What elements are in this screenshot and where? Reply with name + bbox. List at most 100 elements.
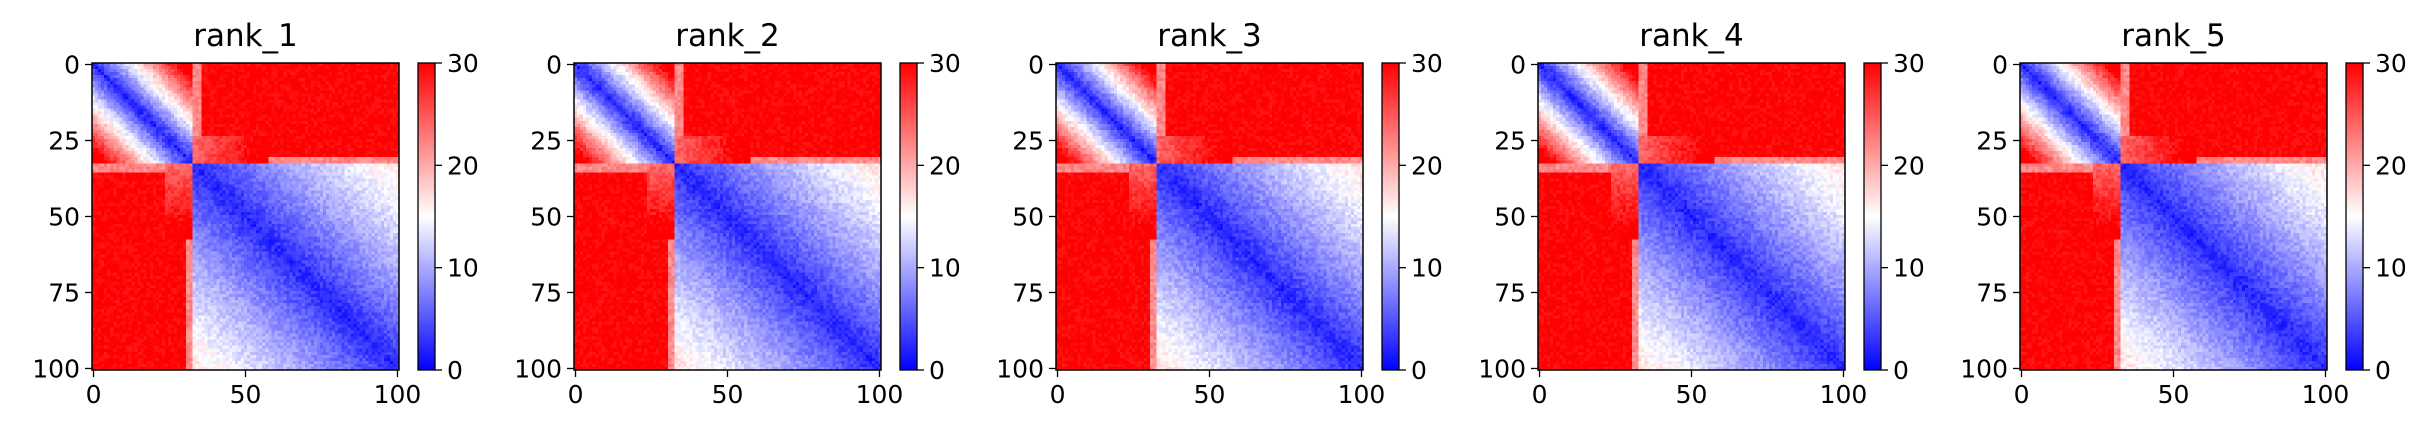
heatmap-cell (225, 175, 230, 179)
heatmap-cell (295, 96, 300, 100)
heatmap-cell (292, 123, 297, 128)
heatmap-cell (125, 196, 129, 201)
heatmap-cell (180, 120, 184, 125)
heatmap-cell (237, 205, 242, 210)
heatmap-cell (271, 193, 275, 198)
heatmap-cell (335, 120, 339, 125)
heatmap-cell (167, 154, 172, 158)
heatmap-cell (158, 129, 163, 134)
heatmap-cell (323, 208, 327, 213)
heatmap-cell (298, 135, 303, 140)
heatmap-cell (371, 117, 376, 122)
heatmap-cell (107, 90, 111, 94)
heatmap-cell (222, 169, 227, 173)
heatmap-cell (392, 181, 397, 185)
heatmap-cell (286, 205, 290, 210)
heatmap-cell (122, 99, 126, 103)
heatmap-cell (383, 142, 388, 146)
heatmap-cell (95, 72, 99, 76)
heatmap-cell (222, 157, 227, 161)
heatmap-cell (219, 120, 224, 125)
heatmap-cell (201, 163, 205, 167)
heatmap-cell (253, 202, 257, 207)
heatmap-cell (177, 114, 181, 119)
heatmap-cell (192, 145, 196, 149)
heatmap-cell (201, 166, 205, 170)
heatmap-cell (110, 163, 114, 167)
heatmap-cell (186, 69, 190, 73)
heatmap-cell (174, 196, 178, 201)
heatmap-cell (304, 166, 309, 170)
heatmap-cell (167, 135, 172, 140)
heatmap-cell (131, 105, 135, 109)
heatmap-cell (119, 172, 123, 176)
heatmap-cell (167, 114, 172, 119)
heatmap-cell (237, 63, 242, 67)
heatmap-cell (216, 151, 221, 155)
heatmap-cell (183, 135, 187, 140)
heatmap-cell (98, 148, 102, 152)
heatmap-cell (383, 114, 388, 119)
heatmap-cell (155, 135, 160, 140)
heatmap-cell (380, 129, 385, 134)
heatmap-cell (189, 202, 193, 207)
heatmap-cell (207, 129, 211, 134)
heatmap-cell (295, 205, 300, 210)
heatmap-cell (122, 178, 126, 182)
heatmap-cell (104, 123, 108, 128)
heatmap-cell (171, 157, 175, 161)
heatmap-cell (277, 96, 281, 100)
heatmap-cell (304, 111, 309, 116)
heatmap-cell (274, 178, 278, 182)
heatmap-cell (310, 114, 315, 119)
heatmap-cell (167, 142, 172, 146)
heatmap-cell (119, 96, 123, 100)
heatmap-cell (119, 105, 123, 109)
heatmap-cell (274, 129, 278, 134)
heatmap-cell (107, 181, 111, 185)
heatmap-cell (155, 166, 160, 170)
heatmap-cell (386, 181, 391, 185)
heatmap-cell (228, 202, 233, 207)
heatmap-cell (265, 175, 269, 179)
heatmap-cell (383, 72, 388, 76)
heatmap-cell (253, 81, 257, 85)
heatmap-cell (134, 81, 138, 85)
heatmap-cell (171, 187, 175, 192)
heatmap-cell (253, 78, 257, 82)
heatmap-cell (365, 199, 369, 204)
heatmap-cell (280, 193, 284, 198)
heatmap-cell (319, 205, 324, 210)
heatmap-cell (152, 90, 157, 94)
heatmap-cell (116, 135, 120, 140)
heatmap-cell (259, 126, 263, 131)
heatmap-cell (140, 108, 145, 113)
heatmap-cell (113, 154, 117, 158)
heatmap-cell (243, 187, 248, 192)
heatmap-cell (180, 75, 184, 79)
heatmap-cell (155, 169, 160, 173)
heatmap-cell (386, 99, 391, 103)
heatmap-cell (98, 138, 102, 143)
heatmap-cell (204, 190, 208, 195)
heatmap-cell (164, 172, 169, 176)
heatmap-cell (152, 75, 157, 79)
heatmap-cell (210, 145, 214, 149)
heatmap-cell (332, 166, 336, 170)
heatmap-cell (207, 108, 211, 113)
heatmap-cell (107, 151, 111, 155)
heatmap-cell (323, 111, 327, 116)
heatmap-cell (222, 193, 227, 198)
heatmap-cell (329, 135, 333, 140)
heatmap-cell (207, 172, 211, 176)
heatmap-cell (240, 111, 245, 116)
heatmap-cell (304, 90, 309, 94)
heatmap-cell (301, 69, 306, 73)
heatmap-cell (146, 145, 151, 149)
heatmap-cell (192, 190, 196, 195)
heatmap-cell (201, 129, 205, 134)
heatmap-cell (283, 120, 287, 125)
heatmap-cell (234, 120, 239, 125)
heatmap-cell (119, 72, 123, 76)
heatmap-cell (131, 205, 135, 210)
